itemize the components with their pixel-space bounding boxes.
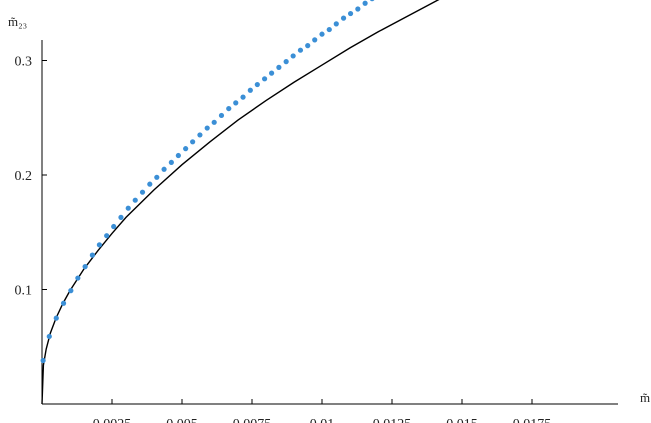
data-point	[139, 189, 146, 195]
data-point	[161, 166, 167, 172]
y-axis-label: m̃₂₃	[8, 14, 27, 29]
data-point	[283, 59, 289, 65]
data-point	[190, 139, 196, 145]
data-point	[305, 43, 311, 49]
data-point	[226, 105, 232, 112]
data-point	[218, 112, 225, 119]
x-tick-label: 0.01	[310, 417, 335, 423]
data-point	[183, 146, 189, 152]
data-point	[233, 100, 239, 106]
data-points	[40, 0, 375, 364]
data-point	[319, 31, 325, 37]
data-point	[197, 132, 203, 138]
data-point	[53, 315, 59, 321]
data-point	[362, 0, 368, 6]
x-tick-label: 0.0075	[233, 417, 272, 423]
data-point	[82, 264, 88, 270]
data-point	[68, 288, 74, 294]
data-point	[355, 6, 361, 12]
data-point	[340, 15, 347, 21]
data-point	[104, 233, 110, 239]
data-point	[347, 10, 354, 17]
data-point	[75, 275, 81, 281]
y-ticks: 0.10.20.30.4	[15, 55, 47, 299]
data-point	[175, 152, 181, 159]
data-point	[247, 87, 253, 93]
y-tick-label: 0.3	[15, 55, 33, 70]
data-point	[290, 53, 296, 59]
data-point	[89, 252, 95, 258]
axes	[41, 40, 618, 405]
fit-curve	[41, 0, 440, 405]
data-point	[60, 300, 67, 306]
data-point	[168, 159, 174, 166]
data-point	[118, 214, 124, 220]
data-point	[154, 174, 160, 180]
data-point	[262, 76, 268, 82]
data-point	[132, 197, 138, 203]
data-point	[269, 70, 275, 76]
x-tick-label: 0.0125	[373, 417, 412, 423]
data-point	[111, 223, 117, 230]
data-point	[96, 242, 102, 248]
x-tick-label: 0.0175	[513, 417, 552, 423]
data-point	[276, 64, 282, 70]
x-tick-label: 0.0025	[93, 417, 132, 423]
data-point	[46, 333, 52, 340]
x-tick-label: 0.005	[166, 417, 198, 423]
data-point	[204, 125, 210, 131]
y-tick-label: 0.1	[15, 284, 33, 299]
data-point	[211, 119, 217, 125]
data-point	[326, 26, 332, 33]
x-ticks: 0.0025 0.005 0.0075 0.01 0.0125 0.015 0.0175	[93, 399, 552, 423]
x-axis-label: m̃	[640, 390, 650, 405]
data-point	[369, 0, 375, 2]
x-tick-label: 0.015	[446, 417, 478, 423]
y-tick-label: 0.2	[15, 169, 33, 184]
data-point	[297, 47, 304, 53]
data-point	[240, 94, 246, 100]
data-point	[333, 21, 339, 27]
data-point	[147, 181, 153, 187]
data-point	[125, 205, 131, 211]
data-point	[312, 37, 318, 43]
data-point	[40, 357, 46, 364]
data-point	[254, 81, 260, 88]
